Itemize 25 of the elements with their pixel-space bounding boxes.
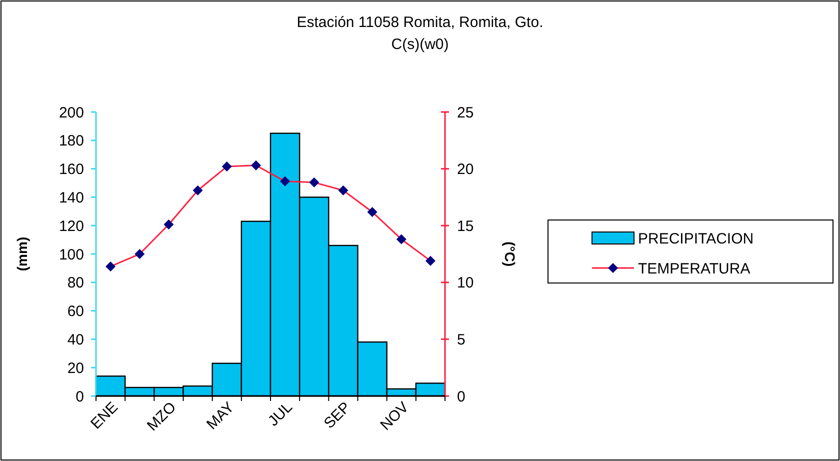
y-tick-label: 100 [58, 246, 84, 264]
y2-tick-label: 20 [457, 161, 474, 178]
chart-subtitle: C(s)(w0) [391, 36, 449, 53]
y-tick-label: 60 [67, 303, 84, 320]
x-tick-label: SEP [320, 398, 354, 432]
chart-title: Estación 11058 Romita, Romita, Gto. [296, 14, 544, 31]
y2-tick-label: 10 [457, 274, 474, 292]
y-tick-label: 20 [67, 360, 84, 377]
y-axis-title: (mm) [14, 236, 30, 272]
y-tick-label: 40 [67, 331, 84, 348]
y-tick-label: 140 [58, 189, 84, 206]
y-tick-label: 80 [67, 274, 84, 292]
y-tick-label: 200 [58, 104, 84, 122]
y-tick-label: 120 [58, 218, 84, 235]
legend-label: PRECIPITACION [638, 230, 754, 248]
y2-tick-label: 5 [457, 331, 466, 348]
y2-tick-label: 25 [457, 104, 474, 122]
legend-label: TEMPERATURA [638, 260, 750, 278]
y-tick-label: 180 [58, 132, 84, 150]
y2-tick-label: 15 [457, 218, 474, 235]
x-tick-label: JUL [264, 398, 296, 430]
y2-tick-label: 0 [457, 388, 466, 406]
y-tick-label: 0 [76, 388, 84, 406]
y2-axis-title: (°C) [502, 241, 518, 267]
y-tick-label: 160 [58, 161, 84, 178]
